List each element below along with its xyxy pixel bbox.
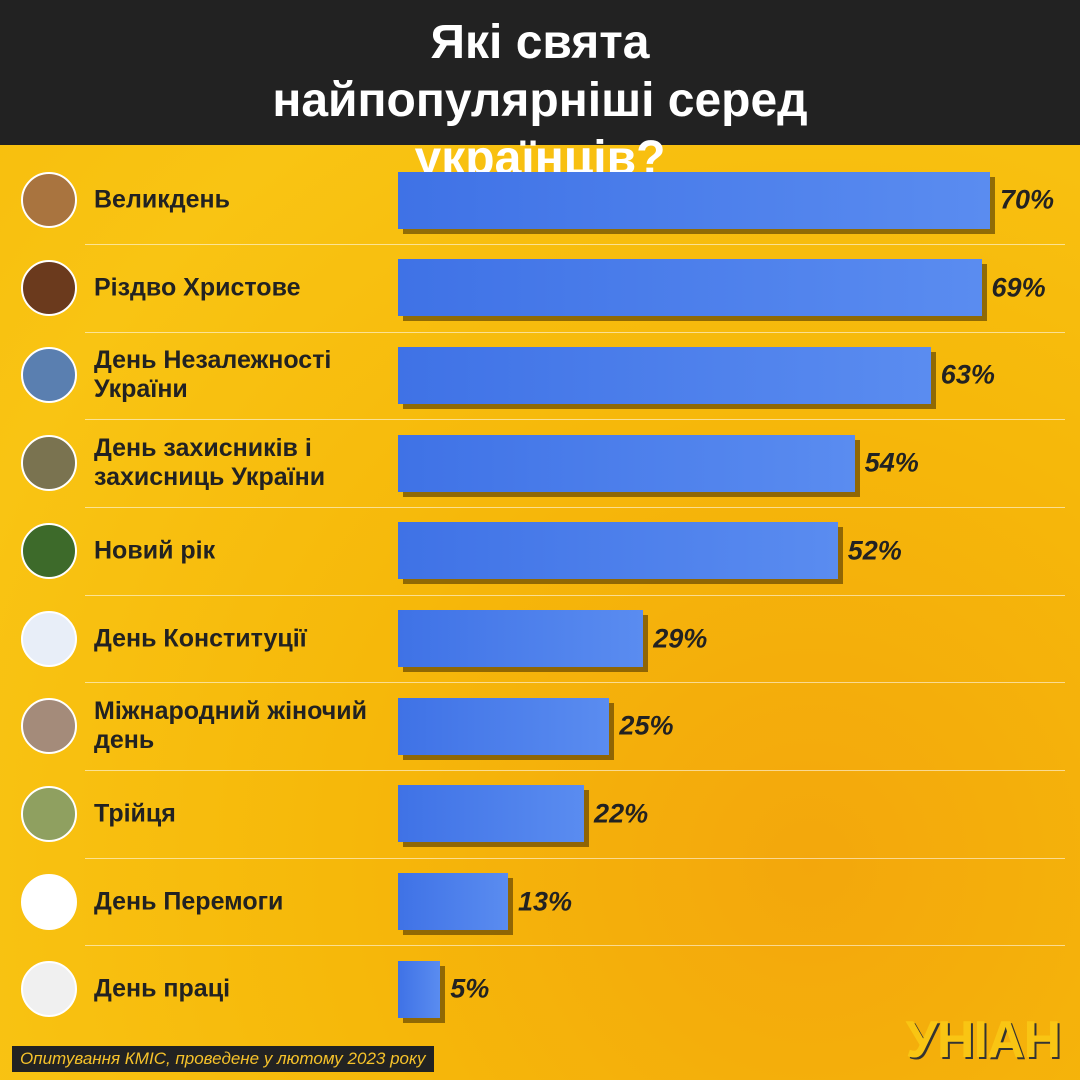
bar — [398, 522, 838, 580]
row-icon — [21, 259, 77, 316]
category-label: Міжнародний жіночий день — [94, 697, 368, 755]
bar — [398, 960, 441, 1018]
row-separator — [85, 594, 1065, 596]
value-label: 69% — [991, 272, 1046, 303]
row-separator — [85, 506, 1065, 508]
row-separator — [85, 331, 1065, 333]
row-icon — [21, 785, 77, 842]
row-icon — [21, 347, 77, 404]
row-icon — [21, 698, 77, 755]
bar — [398, 434, 855, 492]
category-label: День Перемоги — [94, 887, 284, 916]
category-label: День праці — [94, 974, 231, 1003]
logo: УНІАН — [905, 1011, 1061, 1069]
row-icon — [21, 961, 77, 1018]
bar — [398, 610, 644, 667]
bar — [398, 346, 931, 404]
value-label: 13% — [517, 886, 572, 917]
value-label: 5% — [450, 973, 490, 1004]
row-separator — [85, 857, 1065, 859]
row-icon — [21, 435, 77, 492]
category-label: День Незалежності України — [94, 346, 332, 404]
category-label: Трійця — [94, 799, 176, 828]
row-icon — [21, 873, 77, 930]
category-label: День захисників і захисниць України — [94, 434, 326, 492]
row-separator — [85, 945, 1065, 947]
value-label: 29% — [653, 623, 708, 653]
bar — [398, 259, 982, 317]
value-label: 25% — [619, 710, 674, 741]
row-separator — [85, 419, 1065, 421]
row-icon — [21, 610, 77, 667]
row-icon — [21, 522, 77, 579]
chart-title: Які свята найпопулярніші серед українців… — [272, 16, 808, 185]
bar — [398, 873, 508, 931]
value-label: 70% — [1000, 184, 1055, 215]
bar — [398, 171, 990, 229]
row-separator — [85, 682, 1065, 684]
bar — [398, 697, 610, 755]
source-note: Опитування КМІС, проведене у лютому 2023… — [12, 1046, 434, 1072]
category-label: Новий рік — [94, 536, 216, 565]
header — [0, 0, 1080, 145]
value-label: 63% — [940, 359, 995, 390]
category-label: Різдво Христове — [94, 273, 301, 302]
value-label: 52% — [847, 535, 902, 566]
value-label: 22% — [594, 798, 649, 829]
category-label: День Конституції — [94, 624, 307, 652]
bar — [398, 785, 585, 843]
row-icon — [21, 172, 77, 228]
row-separator — [85, 243, 1065, 245]
category-label: Великдень — [94, 185, 230, 214]
value-label: 54% — [864, 447, 919, 478]
row-separator — [85, 770, 1065, 772]
